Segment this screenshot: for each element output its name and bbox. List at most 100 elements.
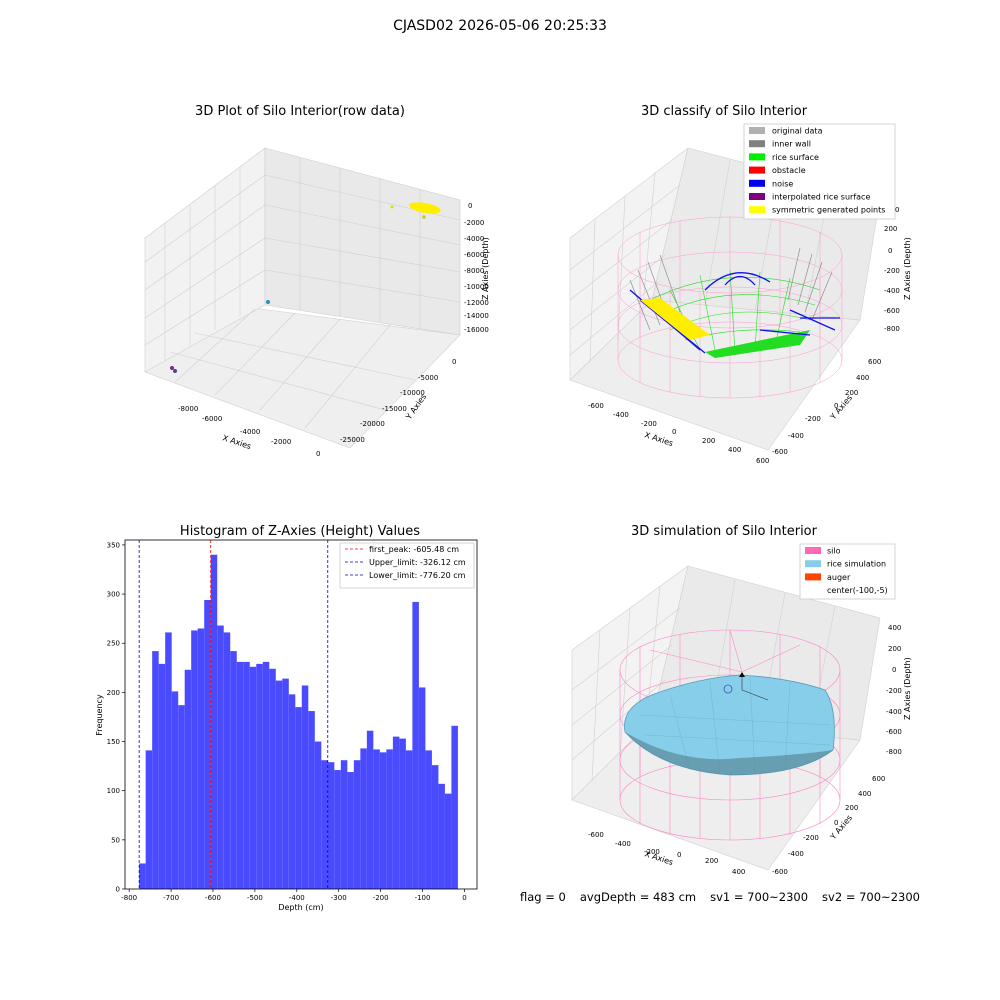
raw-ztick: -8000: [464, 267, 484, 275]
histogram-bar: [165, 632, 172, 889]
classify-ytick: -400: [788, 432, 804, 440]
histogram-bar: [347, 772, 354, 889]
histogram-bar: [373, 749, 380, 889]
histogram-bar: [230, 651, 237, 889]
histogram-xtick-label: -300: [331, 894, 347, 902]
classify-legend-label: rice surface: [772, 153, 819, 162]
simulation-ytick: -200: [803, 834, 819, 842]
sv1-value: sv1 = 700~2300: [710, 890, 809, 904]
histogram-bar: [210, 554, 218, 889]
histogram-bar: [314, 741, 322, 889]
raw-xtick: -4000: [240, 428, 260, 436]
histogram-ytick-label: 50: [111, 836, 120, 844]
classify-ytick: 400: [856, 374, 869, 382]
histogram-bar: [366, 730, 374, 889]
histogram-chart: -800 -700 -600 -500 -400 -300 -200 -100 0 0 50 100…: [95, 539, 478, 912]
histogram-bar: [249, 666, 257, 889]
raw-xtick: 0: [316, 450, 320, 458]
raw-ytick: -25000: [340, 436, 365, 444]
classify-ylabel: Y Axies: [828, 393, 854, 422]
histogram-bar: [308, 711, 315, 889]
raw-ztick: -16000: [464, 326, 489, 334]
simulation-xtick: 0: [677, 851, 681, 859]
histogram-bar: [152, 651, 159, 889]
simulation-ytick: 400: [858, 790, 871, 798]
histogram-xlabel: Depth (cm): [278, 903, 323, 912]
raw-ztick: -4000: [464, 235, 484, 243]
histogram-bar: [392, 736, 400, 889]
histogram-bar: [431, 765, 439, 889]
classify-legend-swatch: [749, 127, 765, 134]
simulation-legend-label: rice simulation: [827, 560, 886, 569]
histogram-title: Histogram of Z-Axies (Height) Values: [179, 524, 421, 539]
simulation-xtick: 400: [732, 868, 745, 876]
classify-zlabel: Z Axies (Depth): [903, 237, 912, 300]
histogram-bar: [425, 750, 432, 889]
classify-legend-label: symmetric generated points: [772, 206, 885, 215]
histogram-bar: [158, 663, 166, 889]
raw-plot-title: 3D Plot of Silo Interior(row data): [195, 104, 405, 119]
raw-xtick: -6000: [202, 415, 222, 423]
histogram-ytick-label: 350: [107, 541, 120, 549]
simulation-3d-plot: -600 -400 -200 0 200 400 600 400 200 0 -…: [571, 543, 912, 876]
histogram-xtick-label: 0: [462, 894, 466, 902]
histogram-bar: [340, 760, 348, 889]
simulation-ztick: 400: [888, 624, 901, 632]
histogram-ylabel: Frequency: [95, 694, 104, 736]
histogram-bar: [269, 668, 276, 889]
classify-xtick: 0: [672, 428, 676, 436]
simulation-legend: silo rice simulation auger center(-100,-5): [799, 543, 896, 600]
raw-zlabel: Z Axies (Depth): [481, 237, 490, 300]
histogram-bar: [191, 630, 198, 889]
classify-legend-label: noise: [772, 179, 793, 188]
histogram-legend-label: Upper_limit: -326.12 cm: [369, 558, 466, 567]
classify-ztick: -600: [884, 307, 900, 315]
histogram-bar: [262, 661, 270, 889]
histogram-bar: [360, 748, 367, 889]
simulation-legend-label: center(-100,-5): [827, 586, 888, 595]
histogram-bar: [139, 863, 146, 889]
histogram-bar: [184, 669, 192, 889]
classify-ytick: -600: [772, 448, 788, 456]
histogram-bar: [288, 694, 296, 889]
simulation-ytick: 200: [845, 804, 858, 812]
flag-value: flag = 0: [520, 890, 566, 904]
histogram-bar: [405, 750, 413, 889]
simulation-legend-swatch: [805, 560, 821, 568]
histogram-bar: [256, 663, 263, 889]
raw-ytick: -15000: [382, 405, 407, 413]
figure-title: CJASD02 2026-05-06 20:25:33: [393, 18, 607, 34]
classify-legend-swatch: [749, 166, 765, 174]
classify-legend-swatch: [749, 140, 765, 148]
simulation-ytick: 0: [834, 819, 838, 827]
histogram-bar: [379, 752, 387, 889]
histogram-ytick-label: 0: [116, 886, 120, 894]
simulation-xtick: -600: [588, 831, 604, 839]
raw-ztick: 0: [468, 202, 472, 210]
classify-ytick: 200: [845, 389, 858, 397]
classify-legend-label: obstacle: [772, 166, 806, 175]
classify-legend-label: interpolated rice surface: [772, 193, 870, 202]
histogram-legend-label: Lower_limit: -776.20 cm: [369, 571, 466, 580]
raw-xtick: -8000: [178, 405, 198, 413]
histogram-bar: [321, 760, 328, 889]
histogram-bar: [301, 685, 309, 889]
simulation-ytick: -400: [788, 850, 804, 858]
simulation-ztick: -800: [886, 748, 902, 756]
histogram-ytick-label: 300: [107, 591, 120, 599]
histogram-bar: [197, 628, 205, 889]
classify-xtick: -600: [588, 402, 604, 410]
histogram-xtick-label: -400: [289, 894, 305, 902]
status-line: flag = 0 avgDepth = 483 cm sv1 = 700~2300 s…: [520, 890, 934, 904]
classify-ztick: -400: [884, 287, 900, 295]
simulation-ztick: -400: [886, 708, 902, 716]
classify-legend-swatch: [749, 193, 765, 200]
classify-legend-label: original data: [772, 127, 823, 136]
histogram-bar: [171, 691, 179, 889]
raw-ytick: -10000: [400, 389, 425, 397]
histogram-bar: [243, 661, 250, 889]
simulation-ztick: -600: [886, 728, 902, 736]
simulation-zlabel: Z Axies (Depth): [903, 657, 912, 720]
simulation-xtick: -400: [615, 840, 631, 848]
classify-ytick: -200: [805, 415, 821, 423]
